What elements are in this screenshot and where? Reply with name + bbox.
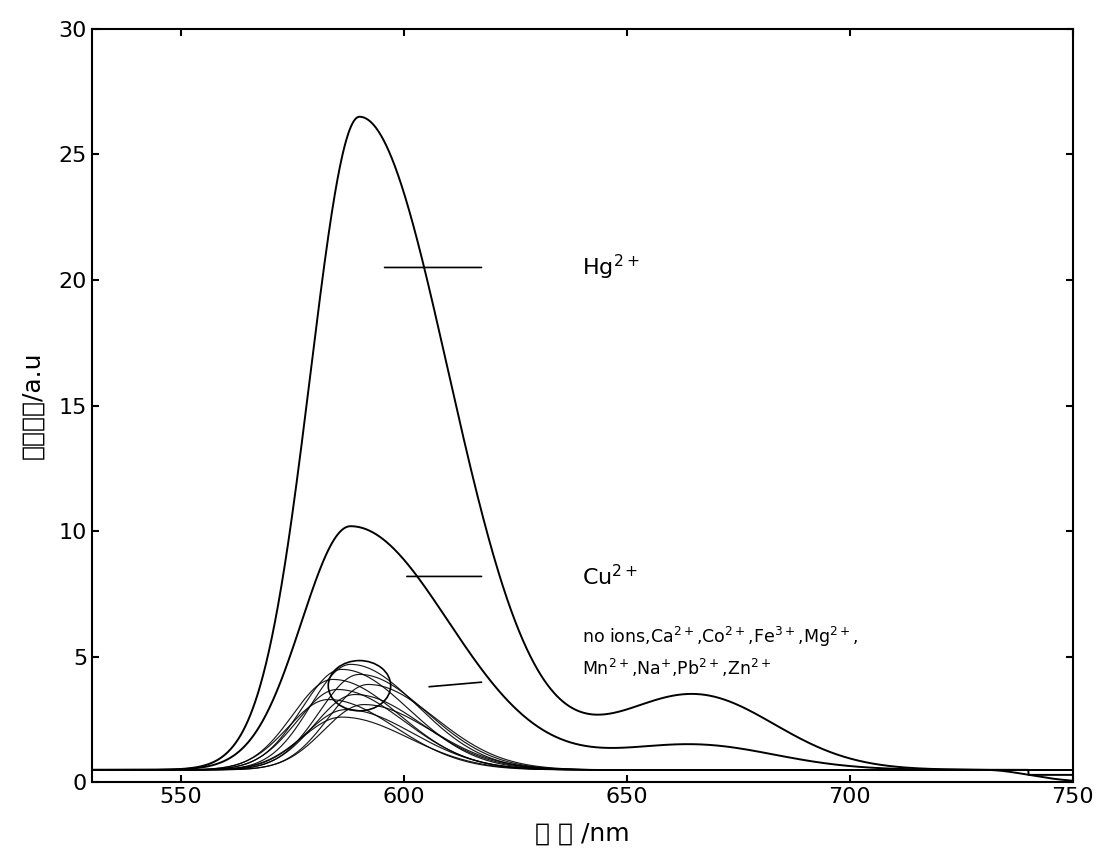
X-axis label: 波 长 /nm: 波 长 /nm (535, 821, 630, 845)
Text: Hg$^{2+}$: Hg$^{2+}$ (582, 253, 640, 282)
Y-axis label: 荧光强度/a.u: 荧光强度/a.u (21, 352, 45, 459)
Text: Cu$^{2+}$: Cu$^{2+}$ (582, 564, 639, 589)
Text: no ions,Ca$^{2+}$,Co$^{2+}$,Fe$^{3+}$,Mg$^{2+}$,
Mn$^{2+}$,Na$^{+}$,Pb$^{2+}$,Zn: no ions,Ca$^{2+}$,Co$^{2+}$,Fe$^{3+}$,Mg… (582, 625, 859, 679)
